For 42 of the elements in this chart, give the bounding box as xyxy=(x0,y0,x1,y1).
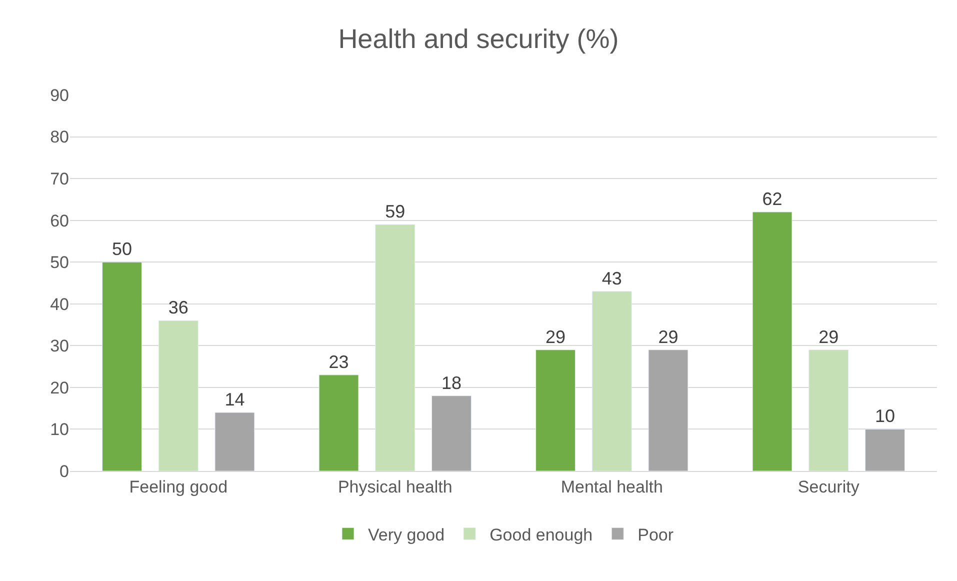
y-tick-label: 0 xyxy=(60,462,69,481)
bar xyxy=(808,350,849,471)
legend-label: Good enough xyxy=(490,525,593,544)
y-tick-label: 20 xyxy=(50,378,69,398)
bar xyxy=(536,350,576,471)
data-label: 50 xyxy=(112,239,132,260)
bar xyxy=(214,412,255,471)
data-label: 14 xyxy=(224,390,245,410)
bar xyxy=(158,320,198,471)
bar xyxy=(375,224,416,471)
bar xyxy=(865,428,905,471)
y-tick-label: 80 xyxy=(50,128,69,147)
bar xyxy=(648,350,688,471)
y-tick-label: 10 xyxy=(50,420,69,440)
bar xyxy=(432,396,472,471)
data-label: 18 xyxy=(441,372,462,393)
legend-label: Poor xyxy=(638,525,674,544)
bar xyxy=(592,291,632,471)
data-label: 62 xyxy=(762,188,782,209)
legend-label: Very good xyxy=(368,525,445,544)
y-tick-label: 60 xyxy=(50,211,69,230)
data-label: 29 xyxy=(818,326,839,347)
y-tick-label: 70 xyxy=(50,170,69,189)
data-label: 29 xyxy=(546,326,566,347)
data-label: 10 xyxy=(874,406,895,426)
x-tick-label: Mental health xyxy=(560,477,663,496)
y-tick-label: 90 xyxy=(50,86,69,105)
chart-title: Health and security (%) xyxy=(338,24,619,54)
bar xyxy=(318,374,359,471)
y-tick-label: 40 xyxy=(50,294,69,314)
x-tick-label: Feeling good xyxy=(129,477,228,496)
data-label: 29 xyxy=(658,326,678,347)
data-label: 59 xyxy=(385,202,406,222)
data-label: 36 xyxy=(168,298,188,318)
data-label: 23 xyxy=(328,352,349,372)
data-label: 43 xyxy=(602,268,622,288)
x-tick-label: Security xyxy=(798,477,860,496)
y-tick-label: 50 xyxy=(50,253,69,272)
bar xyxy=(102,262,142,471)
y-tick-label: 30 xyxy=(50,336,69,356)
bar xyxy=(752,212,792,471)
x-tick-label: Physical health xyxy=(338,477,452,496)
